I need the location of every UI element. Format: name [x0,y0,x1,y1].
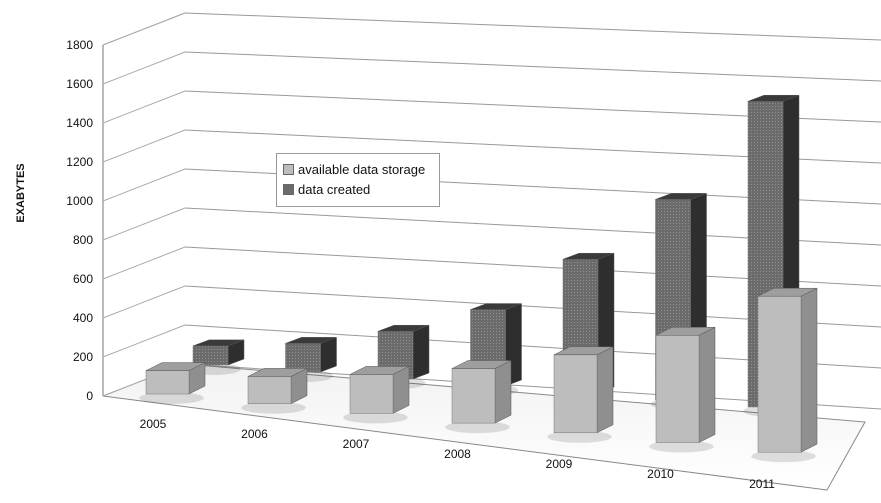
bar-top [470,303,522,310]
bar-top [377,324,430,332]
bar-top [747,94,800,102]
bars-group [139,94,818,463]
legend-swatch-storage [283,163,294,175]
y-tick-label: 600 [73,272,93,286]
legend: available data storage data created [276,153,440,207]
gridline-side [102,246,186,280]
bar-shadow [751,450,816,463]
gridline-side [102,324,186,358]
legend-swatch-created [283,183,294,195]
bar-front [285,343,321,373]
bar-front [349,374,394,414]
bar-top [451,360,512,369]
bar-side [698,326,716,443]
bar-top [562,252,615,260]
y-tick-label: 400 [73,311,93,325]
gridline-side [102,129,186,163]
bar-top [349,366,410,375]
x-tick-label: 2009 [546,457,573,471]
gridline-side [102,12,186,46]
legend-label-created: data created [298,181,371,197]
bar-shadow [241,401,306,414]
gridline-side [102,51,186,85]
y-tick-label: 0 [86,389,93,403]
bar-available-storage-2009 [547,346,614,443]
bar-top [655,193,707,200]
x-tick-label: 2008 [444,447,471,461]
x-tick-label: 2011 [749,477,775,491]
bar-available-storage-2005 [139,362,206,404]
bar-shadow [649,440,714,453]
gridline-side [102,207,186,241]
y-tick-label: 1400 [66,116,93,130]
bar-top [655,327,716,336]
legend-label-storage: available data storage [298,161,426,177]
bar-front [247,376,292,404]
y-axis-label: EXABYTES [15,163,27,223]
gridline [184,51,881,82]
gridline [184,12,881,41]
y-tick-label: 1600 [66,77,93,91]
bar-top [553,346,614,356]
bar-top [757,287,818,297]
bar-shadow [343,411,408,424]
bar-available-storage-2007 [343,365,410,424]
x-tick-label: 2007 [343,437,370,451]
x-tick-label: 2005 [140,417,167,431]
bar-top [192,339,245,347]
legend-item-storage: available data storage [283,160,425,178]
y-tick-label: 800 [73,233,93,247]
y-tick-label: 1200 [66,155,93,169]
bar-top [247,368,308,377]
bar-available-storage-2011 [751,287,818,463]
bar-front [451,368,496,424]
bar-shadow [445,421,510,434]
bar-front [757,295,802,453]
bar-side [596,346,614,434]
bar-top [285,337,337,344]
bar-shadow [139,392,204,404]
bar-side [800,287,818,453]
bar-front [655,335,700,443]
bar-shadow [547,430,612,443]
bar-available-storage-2006 [241,367,308,414]
bar-top [145,362,206,371]
bar-front [553,354,598,434]
y-tick-label: 200 [73,350,93,364]
bar-side [412,324,430,380]
gridline-side [102,90,186,124]
bar-available-storage-2010 [649,326,716,453]
bar-front [192,345,229,366]
x-tick-label: 2010 [647,467,674,481]
bar-data-created-2006 [280,336,337,382]
y-tick-labels: 0 200 400 600 800 1000 1200 1400 1600 1800 [66,38,93,403]
bar-side [494,360,512,424]
gridline-side [102,285,186,319]
y-tick-label: 1800 [66,38,93,52]
x-tick-labels: 2005 2006 2007 2008 2009 2010 2011 [140,417,776,491]
y-tick-label: 1000 [66,194,93,208]
legend-item-created: data created [283,180,370,198]
gridline-side [102,168,186,202]
bar-available-storage-2008 [445,360,512,434]
bar-front [145,370,190,395]
x-tick-label: 2006 [241,427,268,441]
